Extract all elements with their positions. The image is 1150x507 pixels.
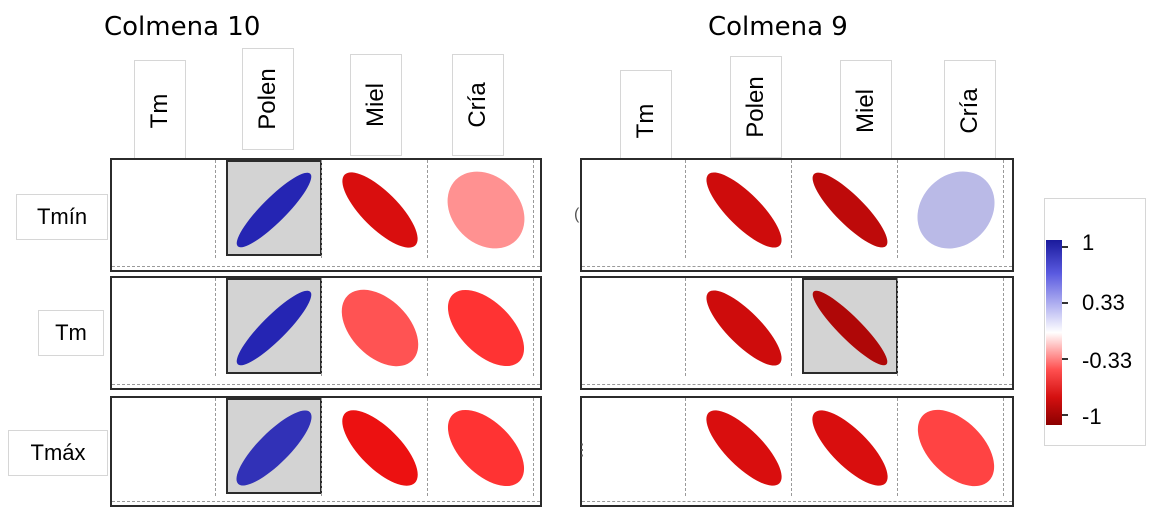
correlation-ellipse	[236, 290, 312, 366]
correlation-ellipse	[236, 172, 312, 248]
corr-cell-tm-miel	[324, 278, 428, 382]
correlation-ellipse	[812, 290, 888, 366]
corr-cell-tmín-cría	[900, 160, 1004, 264]
corr-cell-tmáx-cría	[900, 398, 1004, 502]
col-header-miel: Miel	[840, 60, 892, 162]
col-header-label: Cría	[464, 82, 491, 128]
correlation-ellipse	[706, 172, 782, 248]
row-label-tmax: Tmáx	[8, 430, 108, 476]
correlation-ellipse	[447, 289, 525, 367]
panel-title-colmena-9: Colmena 9	[708, 12, 848, 42]
stray-mark: ⋮	[574, 442, 590, 459]
correlation-ellipse	[706, 290, 782, 366]
col-header-label: Miel	[852, 88, 879, 134]
legend-tick	[1062, 246, 1068, 248]
col-header-polen: Polen	[242, 48, 294, 150]
panel-title-colmena-10: Colmena 10	[104, 12, 261, 42]
corr-cell-tmín-miel	[324, 160, 428, 264]
col-header-label: Tm	[632, 103, 659, 139]
correlation-ellipse	[447, 171, 525, 249]
col-header-label: Polen	[254, 68, 281, 130]
corr-cell-tm-tm	[112, 278, 216, 382]
corr-cell-tmín-miel	[794, 160, 898, 264]
col-header-label: Cría	[956, 88, 983, 134]
corr-cell-tmín-polen	[218, 160, 322, 264]
legend-label-neg-0-33: -0.33	[1082, 348, 1133, 373]
corr-cell-tmáx-miel	[324, 398, 428, 502]
legend-label-neg-1: -1	[1082, 404, 1102, 429]
corr-cell-tm-tm	[582, 278, 686, 382]
legend-tick	[1062, 302, 1068, 304]
legend-label-0-33: 0.33	[1082, 290, 1125, 315]
corr-cell-tm-cría	[900, 278, 1004, 382]
corr-cell-tmáx-cría	[430, 398, 534, 502]
col-header-cria: Cría	[944, 60, 996, 162]
legend-tick	[1062, 358, 1068, 360]
correlation-ellipse	[917, 171, 995, 249]
correlation-ellipse	[341, 289, 419, 367]
legend-label-1: 1	[1082, 230, 1095, 255]
corr-cell-tmín-cría	[430, 160, 534, 264]
legend-tick	[1062, 414, 1068, 416]
correlation-ellipse	[236, 410, 312, 486]
col-header-tm: Tm	[620, 70, 672, 172]
col-header-label: Polen	[742, 76, 769, 138]
row-label-tm: Tm	[38, 310, 104, 356]
col-header-label: Tm	[146, 93, 173, 129]
correlation-ellipse	[812, 410, 888, 486]
corr-cell-tmáx-polen	[688, 398, 792, 502]
col-header-polen: Polen	[730, 56, 782, 158]
col-header-tm: Tm	[134, 60, 186, 162]
col-header-label: Miel	[362, 82, 389, 128]
corr-cell-tmáx-polen	[218, 398, 322, 502]
col-header-cria: Cría	[452, 54, 504, 156]
correlation-ellipse	[917, 409, 995, 487]
correlation-ellipse	[342, 410, 418, 486]
corr-cell-tmín-tm	[112, 160, 216, 264]
row-label-tmin: Tmín	[16, 194, 108, 240]
corr-cell-tmín-polen	[688, 160, 792, 264]
corr-cell-tmín-tm	[582, 160, 686, 264]
corr-cell-tm-miel	[794, 278, 898, 382]
corr-cell-tmáx-tm	[112, 398, 216, 502]
stray-mark: (	[574, 206, 580, 223]
corr-cell-tmáx-miel	[794, 398, 898, 502]
matrix-row-box	[580, 276, 1014, 390]
corr-cell-tm-polen	[218, 278, 322, 382]
correlation-ellipse	[447, 409, 525, 487]
corr-cell-tmáx-tm	[582, 398, 686, 502]
col-header-miel: Miel	[350, 54, 402, 156]
legend-color-bar	[1046, 240, 1062, 425]
corr-cell-tm-polen	[688, 278, 792, 382]
corr-cell-tm-cría	[430, 278, 534, 382]
correlation-ellipse	[812, 172, 888, 248]
correlation-ellipse	[342, 172, 418, 248]
correlation-ellipse	[706, 410, 782, 486]
